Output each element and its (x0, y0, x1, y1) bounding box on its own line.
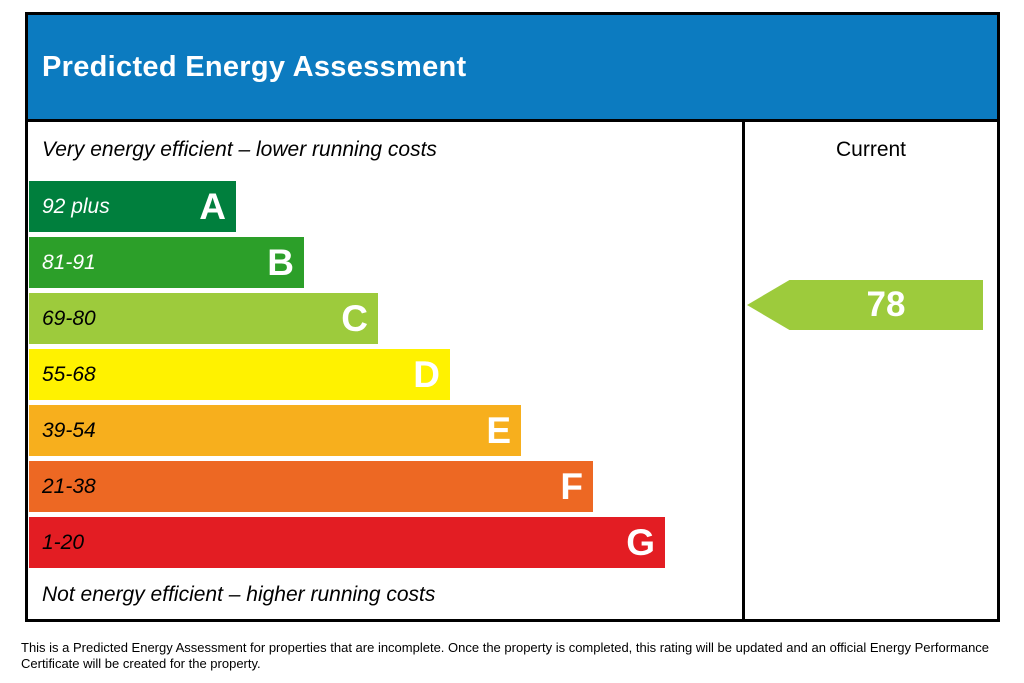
band-bar-f: 21-38 F (29, 461, 593, 512)
epc-bands: 92 plus A 81-91 B 69-80 C 55-68 D 39-54 E 21-38 F 1-… (29, 181, 742, 568)
band-row-c: 69-80 C (29, 293, 742, 344)
band-row-g: 1-20 G (29, 517, 742, 568)
chart-header: Predicted Energy Assessment (28, 15, 997, 122)
current-rating-value: 78 (866, 285, 906, 324)
band-bar-g: 1-20 G (29, 517, 665, 568)
band-row-e: 39-54 E (29, 405, 742, 456)
footer-note: This is a Predicted Energy Assessment fo… (21, 640, 1013, 672)
band-bar-d: 55-68 D (29, 349, 450, 400)
band-row-b: 81-91 B (29, 237, 742, 288)
bands-panel: Very energy efficient – lower running co… (28, 122, 745, 619)
chart-body: Very energy efficient – lower running co… (28, 122, 997, 619)
current-column-label: Current (835, 138, 907, 161)
band-range-label: 55-68 (42, 362, 96, 386)
band-bar-a: 92 plus A (29, 181, 236, 232)
band-row-f: 21-38 F (29, 461, 742, 512)
band-range-label: 21-38 (42, 474, 96, 498)
band-row-d: 55-68 D (29, 349, 742, 400)
band-letter: B (267, 242, 294, 283)
band-range-label: 92 plus (42, 194, 110, 218)
current-panel: Current 78 (745, 122, 997, 619)
band-letter: D (413, 354, 440, 395)
band-letter: A (199, 186, 226, 227)
band-letter: G (626, 522, 655, 563)
band-range-label: 39-54 (42, 418, 96, 442)
bottom-note: Not energy efficient – higher running co… (42, 583, 436, 606)
chart-title: Predicted Energy Assessment (42, 50, 467, 83)
footer-note-line2: Certificate will be created for the prop… (21, 656, 261, 671)
current-rating-arrow: 78 (747, 280, 983, 330)
footer-note-line1: This is a Predicted Energy Assessment fo… (21, 640, 990, 655)
band-letter: C (341, 298, 368, 339)
top-note: Very energy efficient – lower running co… (42, 138, 437, 161)
band-bar-c: 69-80 C (29, 293, 378, 344)
band-bar-e: 39-54 E (29, 405, 521, 456)
epc-chart: Predicted Energy Assessment Very energy … (25, 12, 1000, 622)
band-range-label: 1-20 (42, 530, 85, 554)
band-letter: E (486, 410, 511, 451)
band-range-label: 81-91 (42, 250, 96, 274)
band-range-label: 69-80 (42, 306, 96, 330)
band-row-a: 92 plus A (29, 181, 742, 232)
band-letter: F (560, 466, 583, 507)
band-bar-b: 81-91 B (29, 237, 304, 288)
